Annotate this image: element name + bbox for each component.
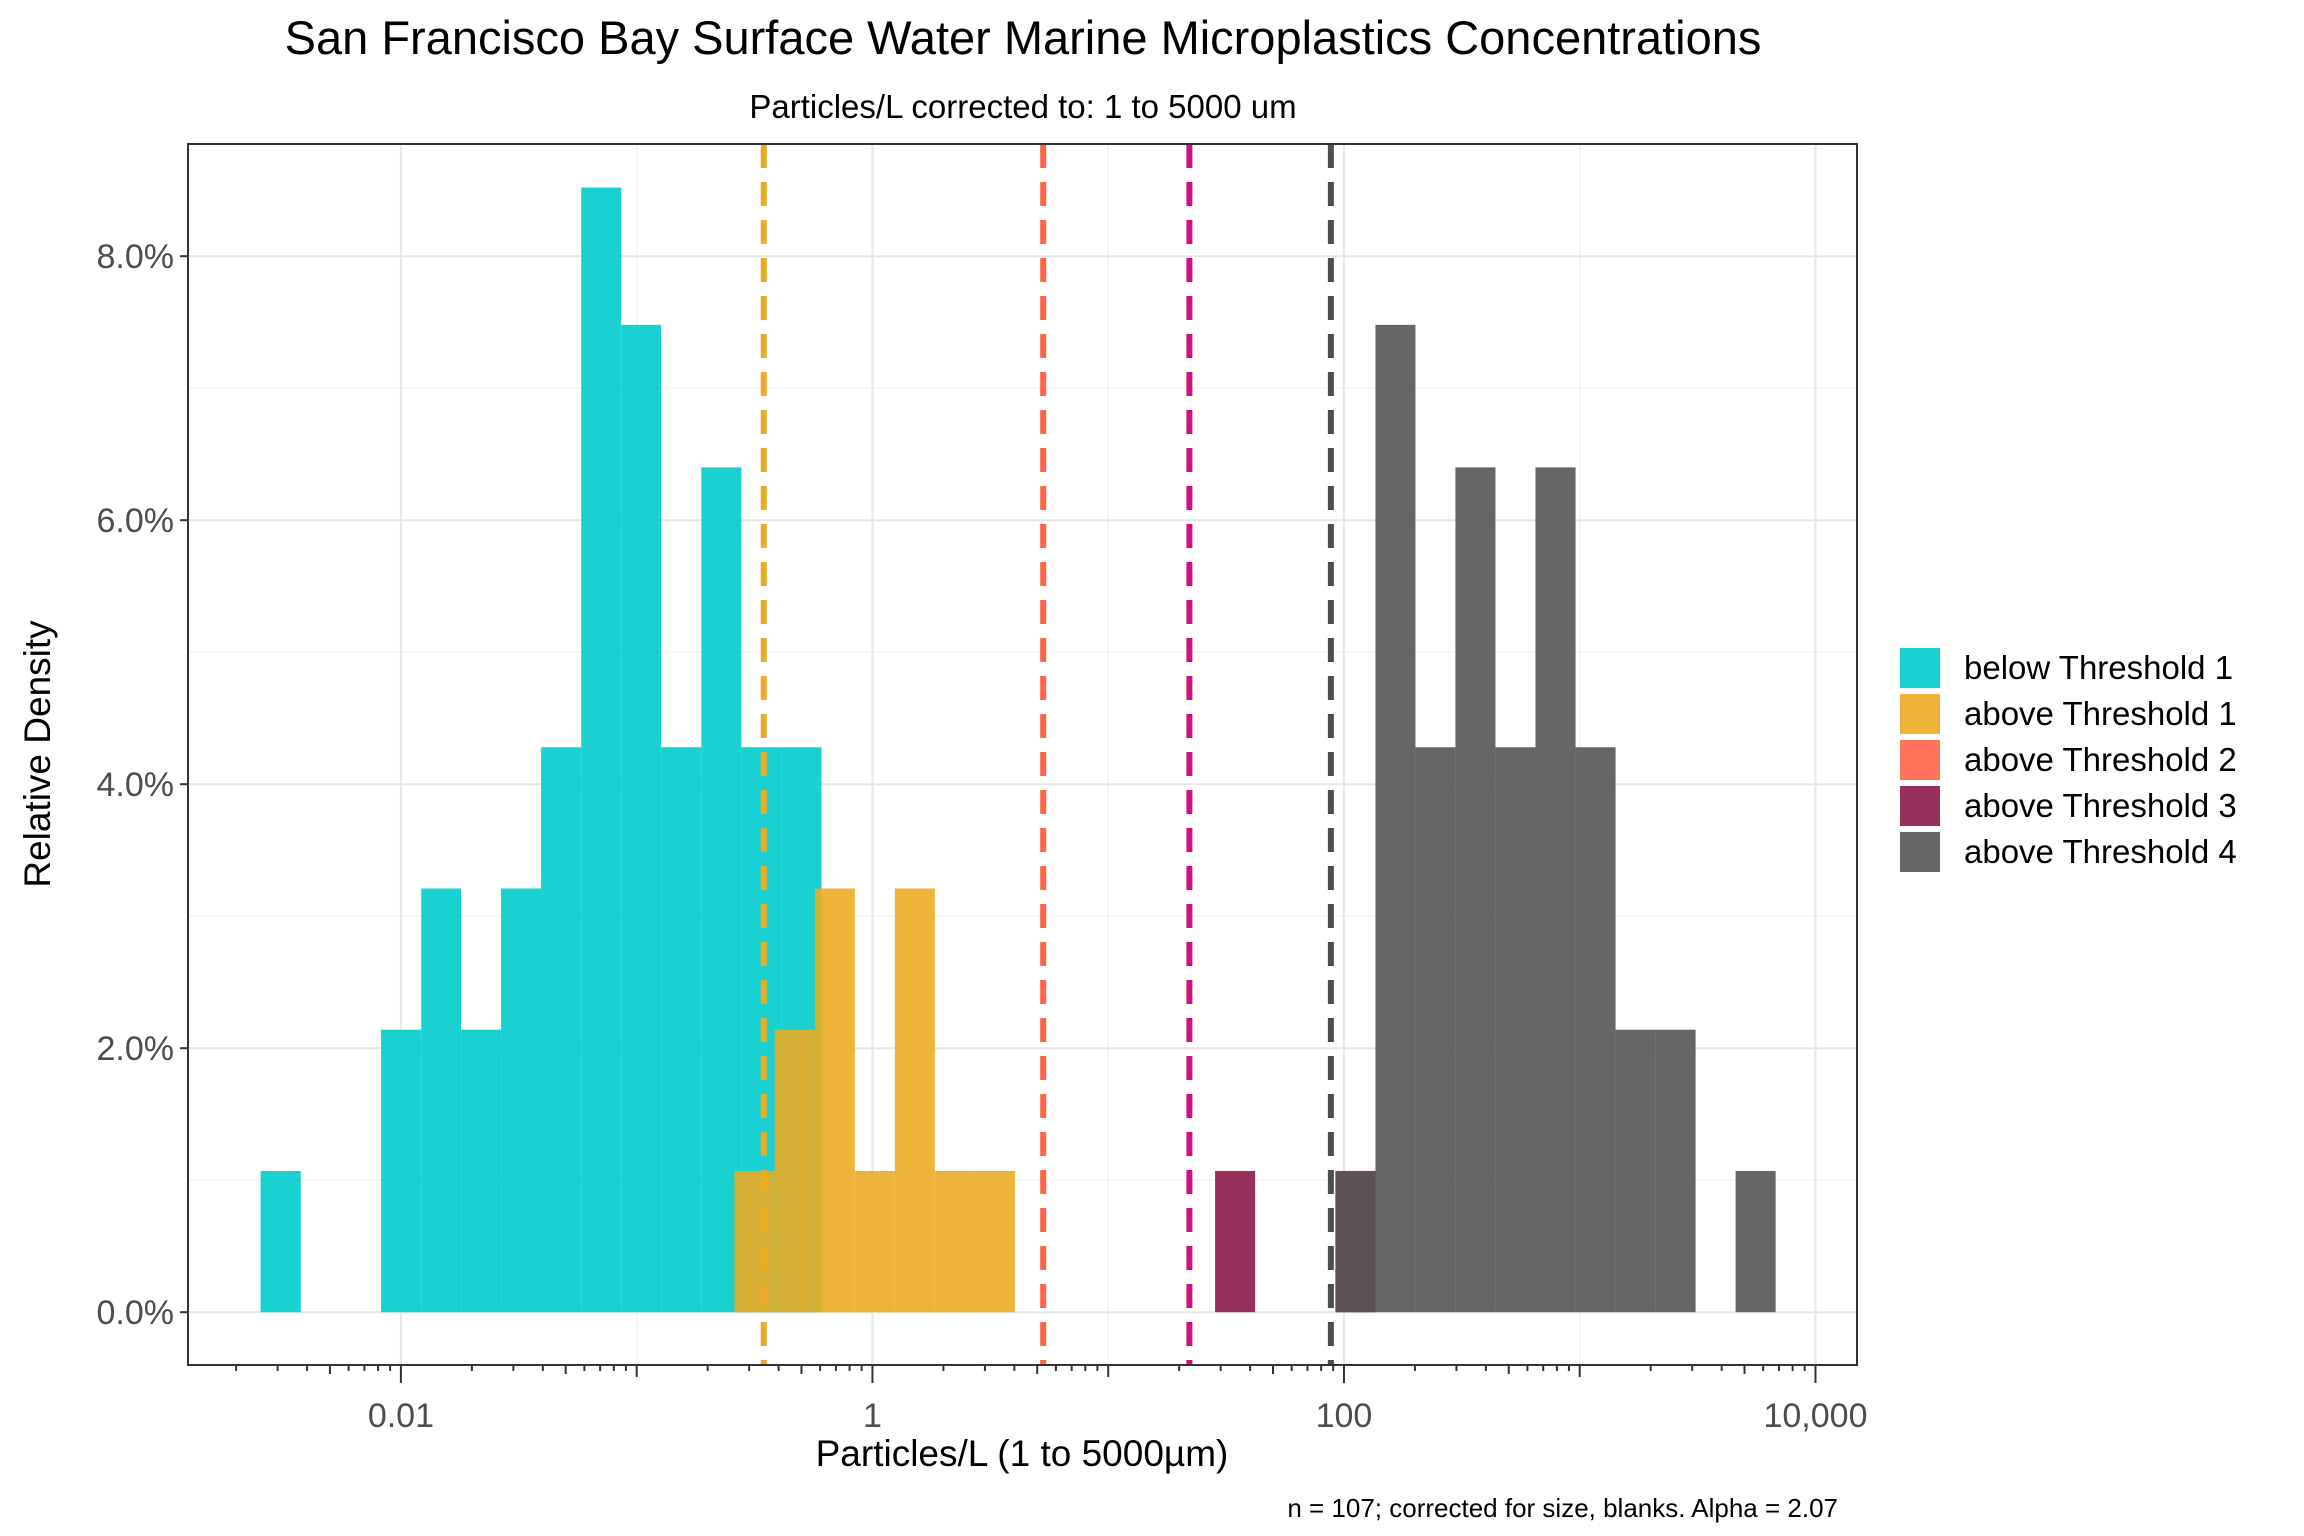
- legend-key: [1900, 832, 1940, 872]
- x-tick-label: 100: [1316, 1397, 1373, 1435]
- legend-label: above Threshold 4: [1964, 833, 2237, 870]
- histogram-bar: [1215, 1170, 1256, 1313]
- x-tick-label: 1: [863, 1397, 882, 1435]
- legend-item: above Threshold 4: [1900, 832, 2237, 872]
- histogram-bar: [854, 1170, 895, 1313]
- histogram-bar: [501, 888, 542, 1313]
- chart-caption: n = 107; corrected for size, blanks. Alp…: [1287, 1493, 1838, 1523]
- y-axis: 0.0% 2.0% 4.0% 6.0% 8.0%: [97, 238, 188, 1332]
- histogram-bar: [581, 187, 622, 1313]
- y-tick-label: 2.0%: [97, 1030, 175, 1068]
- histogram-bar: [461, 1029, 502, 1313]
- histogram-bar: [381, 1029, 422, 1313]
- histogram-bar: [1615, 1029, 1656, 1313]
- histogram-bar: [421, 888, 462, 1313]
- legend-label: above Threshold 2: [1964, 741, 2237, 778]
- legend-item: above Threshold 3: [1900, 786, 2237, 826]
- histogram-bar: [934, 1170, 975, 1313]
- histogram-bar: [1735, 1170, 1776, 1313]
- histogram-bar: [260, 1170, 301, 1313]
- y-tick-label: 0.0%: [97, 1294, 175, 1332]
- y-tick-label: 8.0%: [97, 238, 175, 276]
- histogram-bars: [260, 187, 1776, 1313]
- x-axis: 0.01 1 100 10,000: [235, 1365, 1867, 1435]
- series-above-threshold-4: [1335, 324, 1776, 1313]
- y-tick-label: 4.0%: [97, 766, 175, 804]
- legend-key: [1900, 694, 1940, 734]
- histogram-bar: [1495, 747, 1536, 1313]
- legend-key: [1900, 786, 1940, 826]
- x-axis-title: Particles/L (1 to 5000µm): [816, 1433, 1229, 1474]
- legend-item: above Threshold 2: [1900, 740, 2237, 780]
- histogram-bar: [1375, 324, 1416, 1313]
- histogram-bar: [894, 888, 935, 1313]
- histogram-bar: [541, 747, 582, 1313]
- legend-item: below Threshold 1: [1900, 648, 2233, 688]
- histogram-bar: [774, 1029, 815, 1313]
- histogram-bar: [974, 1170, 1015, 1313]
- legend-item: above Threshold 1: [1900, 694, 2237, 734]
- x-tick-label: 0.01: [368, 1397, 434, 1435]
- histogram-bar: [1655, 1029, 1696, 1313]
- histogram-bar: [1415, 747, 1456, 1313]
- chart-title: San Francisco Bay Surface Water Marine M…: [285, 11, 1762, 64]
- series-above-threshold-1: [734, 888, 1015, 1313]
- legend-label: below Threshold 1: [1964, 649, 2233, 686]
- histogram-bar: [1335, 1170, 1376, 1313]
- histogram-bar: [1455, 467, 1496, 1313]
- histogram-bar: [814, 888, 855, 1313]
- x-tick-label: 10,000: [1763, 1397, 1867, 1435]
- y-axis-title: Relative Density: [17, 620, 58, 888]
- plot-panel-border: [187, 143, 1858, 1366]
- legend-label: above Threshold 1: [1964, 695, 2237, 732]
- histogram-bar: [621, 324, 662, 1313]
- chart-subtitle: Particles/L corrected to: 1 to 5000 um: [749, 88, 1296, 125]
- legend-key: [1900, 648, 1940, 688]
- histogram-bar: [1575, 747, 1616, 1313]
- threshold-lines: [760, 144, 1334, 1365]
- plot-panel: [187, 143, 1858, 1366]
- histogram-bar: [734, 1170, 775, 1313]
- y-tick-label: 6.0%: [97, 502, 175, 540]
- legend-key: [1900, 740, 1940, 780]
- histogram-bar: [1535, 467, 1576, 1313]
- histogram-bar: [661, 747, 702, 1313]
- legend: below Threshold 1 above Threshold 1 above …: [1900, 648, 2237, 872]
- legend-label: above Threshold 3: [1964, 787, 2237, 824]
